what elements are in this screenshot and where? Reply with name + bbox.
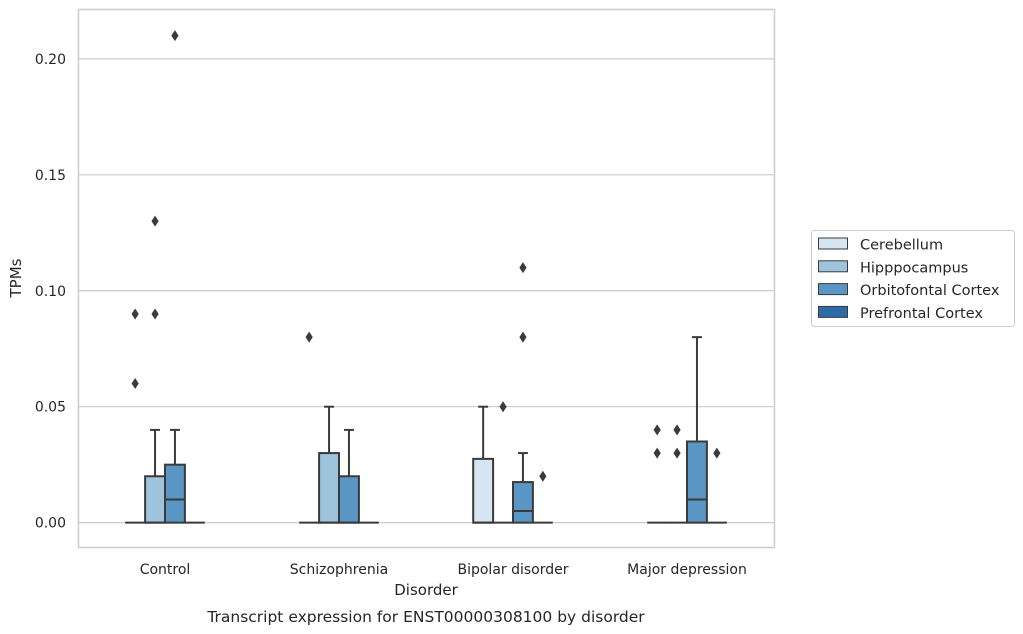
outlier-point xyxy=(713,447,721,459)
box-group xyxy=(647,424,668,524)
outlier-point xyxy=(151,215,159,227)
box-body xyxy=(144,475,167,524)
outlier-point xyxy=(673,424,681,436)
x-axis-title: Disorder xyxy=(394,581,458,599)
y-tick-label: 0.20 xyxy=(35,52,66,68)
outlier-point xyxy=(539,470,547,482)
box-body xyxy=(472,457,495,524)
legend-label: Orbitofontal Cortex xyxy=(860,283,1000,299)
outlier-point xyxy=(519,331,527,343)
box-body xyxy=(318,452,341,524)
box-plot-boxes xyxy=(125,30,727,524)
y-tick-label: 0.05 xyxy=(35,400,66,416)
y-axis-title: TPMs xyxy=(7,258,25,298)
outlier-point xyxy=(171,30,179,42)
x-tick-label: Major depression xyxy=(627,562,747,578)
x-axis-tick-labels: Control Schizophrenia Bipolar disorder Majo… xyxy=(140,562,747,578)
legend-label: Cerebellum xyxy=(860,238,943,254)
y-axis-tick-labels: 0.00 0.05 0.10 0.15 0.20 xyxy=(35,52,66,532)
x-tick-label: Schizophrenia xyxy=(290,562,388,578)
legend-frame xyxy=(811,230,1015,327)
legend-swatch xyxy=(818,305,848,318)
legend-swatch xyxy=(818,237,848,250)
y-tick-label: 0.15 xyxy=(35,168,66,184)
box-group xyxy=(164,30,186,524)
legend-label: Prefrontal Cortex xyxy=(860,306,983,322)
box-group xyxy=(512,262,534,524)
box-body xyxy=(338,475,360,524)
box-body xyxy=(164,463,186,524)
box-group xyxy=(144,215,167,524)
y-tick-label: 0.10 xyxy=(35,284,66,300)
outlier-point xyxy=(653,447,661,459)
outlier-point xyxy=(131,378,139,390)
box-group xyxy=(667,424,687,524)
legend-label: Hipppocampus xyxy=(860,260,968,276)
legend: Cerebellum Hipppocampus Orbitofontal Corte… xyxy=(811,230,1015,327)
chart-caption: Transcript expression for ENST0000030810… xyxy=(206,608,645,626)
y-tick-label: 0.00 xyxy=(35,516,66,532)
plot-area-frame xyxy=(77,8,776,549)
box-group xyxy=(706,447,727,524)
outlier-point xyxy=(151,308,159,320)
box-group xyxy=(299,331,320,524)
box-group xyxy=(686,336,708,524)
box-body xyxy=(512,481,534,524)
legend-swatch xyxy=(818,283,848,296)
outlier-point xyxy=(673,447,681,459)
box-body xyxy=(686,440,708,524)
box-group xyxy=(125,308,146,524)
outlier-point xyxy=(499,401,507,413)
outlier-point xyxy=(131,308,139,320)
box-group xyxy=(472,405,495,524)
box-group xyxy=(338,428,360,524)
box-group xyxy=(493,401,513,524)
legend-swatch xyxy=(818,260,848,273)
outlier-point xyxy=(653,424,661,436)
x-tick-label: Bipolar disorder xyxy=(457,562,568,578)
outlier-point xyxy=(519,262,527,274)
outlier-point xyxy=(305,331,313,343)
box-group xyxy=(532,470,553,524)
x-tick-label: Control xyxy=(140,562,191,578)
